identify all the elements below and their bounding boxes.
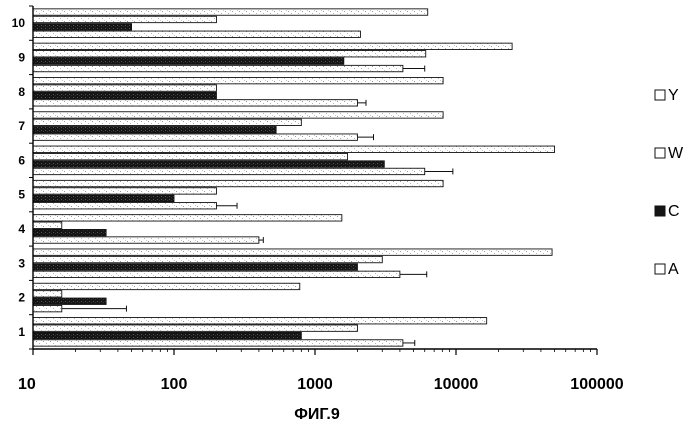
bar-c-6 bbox=[33, 161, 384, 167]
bar-a-6 bbox=[33, 168, 425, 174]
figure-caption: ФИГ.9 bbox=[294, 406, 340, 423]
bar-w-5 bbox=[33, 188, 216, 194]
bar-y-4 bbox=[33, 215, 342, 221]
bar-a-4 bbox=[33, 237, 259, 243]
legend-swatch-y bbox=[655, 90, 665, 100]
x-tick-label-10: 10 bbox=[18, 376, 36, 393]
y-tick-label-5: 5 bbox=[18, 188, 25, 202]
legend-label-a: A bbox=[668, 261, 679, 278]
bar-y-2 bbox=[33, 283, 300, 289]
bar-w-10 bbox=[33, 16, 216, 22]
bar-y-1 bbox=[33, 318, 487, 324]
y-tick-label-1: 1 bbox=[18, 325, 25, 339]
bar-w-3 bbox=[33, 256, 382, 262]
y-tick-label-6: 6 bbox=[18, 153, 25, 167]
bar-c-3 bbox=[33, 264, 357, 270]
y-tick-label-8: 8 bbox=[18, 85, 25, 99]
bar-c-5 bbox=[33, 195, 174, 201]
bars-layer bbox=[33, 9, 555, 346]
y-tick-label-2: 2 bbox=[18, 291, 25, 305]
bar-a-8 bbox=[33, 100, 357, 106]
bar-y-6 bbox=[33, 146, 555, 152]
bar-a-3 bbox=[33, 271, 400, 277]
bar-a-9 bbox=[33, 65, 403, 71]
legend-swatch-a bbox=[655, 264, 665, 274]
bar-y-8 bbox=[33, 77, 443, 83]
bar-y-3 bbox=[33, 249, 552, 255]
legend-label-w: W bbox=[668, 145, 684, 162]
y-tick-label-9: 9 bbox=[18, 50, 25, 64]
y-tick-label-10: 10 bbox=[12, 16, 26, 30]
y-tick-label-4: 4 bbox=[18, 222, 25, 236]
bar-c-7 bbox=[33, 127, 276, 133]
legend: Y W C A bbox=[655, 87, 684, 278]
bar-a-7 bbox=[33, 134, 357, 140]
bar-c-4 bbox=[33, 229, 106, 235]
bar-c-1 bbox=[33, 332, 301, 338]
legend-swatch-w bbox=[655, 148, 665, 158]
bar-y-5 bbox=[33, 180, 443, 186]
bar-c-10 bbox=[33, 24, 132, 30]
bar-y-7 bbox=[33, 112, 443, 118]
bar-a-1 bbox=[33, 340, 403, 346]
bar-w-6 bbox=[33, 153, 347, 159]
bar-w-8 bbox=[33, 85, 216, 91]
legend-label-c: C bbox=[668, 203, 680, 220]
x-tick-label-10000: 10000 bbox=[434, 376, 479, 393]
bar-a-2 bbox=[33, 305, 62, 311]
bar-w-2 bbox=[33, 291, 62, 297]
x-tick-label-100000: 100000 bbox=[570, 376, 623, 393]
bar-w-7 bbox=[33, 119, 301, 125]
bar-y-9 bbox=[33, 43, 512, 49]
bar-a-10 bbox=[33, 31, 360, 37]
bar-a-5 bbox=[33, 203, 216, 209]
bar-c-8 bbox=[33, 92, 216, 98]
bar-w-4 bbox=[33, 222, 62, 228]
legend-label-y: Y bbox=[668, 87, 679, 104]
x-tick-label-100: 100 bbox=[161, 376, 188, 393]
bar-c-2 bbox=[33, 298, 106, 304]
bar-y-10 bbox=[33, 9, 428, 15]
y-tick-label-3: 3 bbox=[18, 256, 25, 270]
bar-w-1 bbox=[33, 325, 357, 331]
bar-c-9 bbox=[33, 58, 344, 64]
legend-swatch-c bbox=[655, 206, 665, 216]
x-tick-label-1000: 1000 bbox=[297, 376, 333, 393]
bar-w-9 bbox=[33, 51, 426, 57]
y-tick-label-7: 7 bbox=[18, 119, 25, 133]
